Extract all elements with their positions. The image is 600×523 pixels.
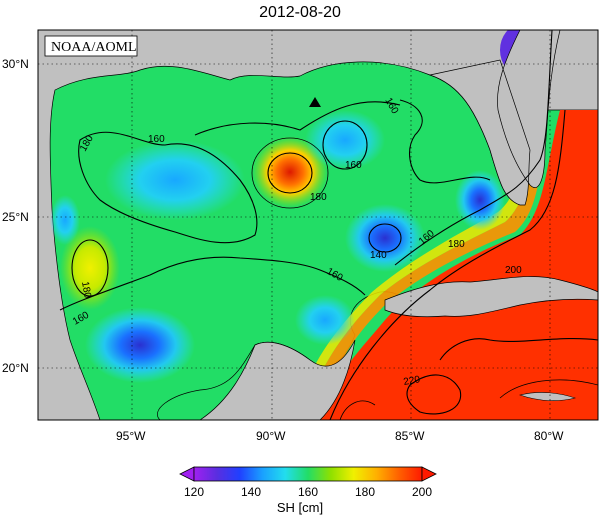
- colorbar-left-arrow: [179, 466, 195, 482]
- colorbar-right-arrow: [421, 466, 437, 482]
- lat-tick: 20°N: [2, 361, 29, 375]
- cuba-island: [384, 276, 598, 318]
- contour-label: 180: [79, 281, 93, 300]
- colorbar-tick: 180: [355, 485, 375, 499]
- triangle-marker: [309, 97, 321, 107]
- loop-current-warm-water: [320, 110, 598, 420]
- lon-tick: 85°W: [395, 429, 425, 443]
- map-frame: [37, 29, 599, 421]
- contour-warm-180: [267, 152, 313, 194]
- colorbar: 120 140 160 180 200: [179, 466, 437, 499]
- colorbar-label: SH [cm]: [276, 500, 324, 515]
- contour-label: 180: [448, 239, 465, 250]
- lon-tick: 95°W: [116, 429, 146, 443]
- contour-label: 220: [403, 374, 422, 388]
- contour-line: [78, 131, 258, 244]
- colorbar-tick: 120: [184, 485, 204, 499]
- cold-eddy: [345, 204, 425, 272]
- lat-tick: 30°N: [2, 57, 29, 71]
- contour-label: 160: [345, 160, 362, 171]
- colorbar-tick: 200: [412, 485, 432, 499]
- contour-label: 200: [505, 265, 522, 276]
- credit-box: [44, 35, 138, 57]
- lon-tick: 90°W: [256, 429, 286, 443]
- contour-label: 180: [310, 192, 327, 203]
- colorbar-tick: 160: [298, 485, 318, 499]
- credit-text: NOAA/AOML: [51, 40, 137, 55]
- warm-eddy: [252, 136, 328, 208]
- lat-tick: 25°N: [2, 210, 29, 224]
- colorbar-gradient: [193, 466, 423, 482]
- colorbar-tick: 140: [241, 485, 261, 499]
- florida-peninsula: [428, 30, 561, 206]
- yucatan-peninsula: [199, 339, 356, 420]
- lon-tick: 80°W: [534, 429, 564, 443]
- contour-label: 160: [148, 134, 165, 145]
- map-title: 2012-08-20: [259, 4, 341, 21]
- contour-label: 140: [370, 250, 387, 261]
